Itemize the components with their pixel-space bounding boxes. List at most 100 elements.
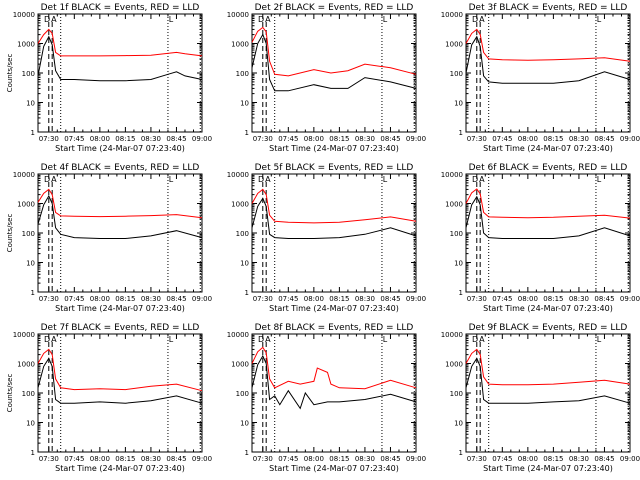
marker-letter-l: L [169, 15, 174, 24]
x-tick-label: 08:00 [90, 135, 110, 143]
y-tick-label: 1000 [445, 41, 463, 49]
chart-title: Det 3f BLACK = Events, RED = LLD [469, 3, 628, 13]
marker-letter-d: D [44, 175, 50, 184]
chart-title: Det 7f BLACK = Events, RED = LLD [41, 323, 200, 333]
x-tick-label: 08:45 [166, 295, 186, 303]
plot-frame [251, 173, 417, 293]
x-tick-label: 08:30 [569, 455, 589, 463]
x-tick-label: 09:00 [192, 455, 212, 463]
y-tick-label: 10 [240, 260, 249, 268]
x-tick-label: 08:30 [355, 455, 375, 463]
events-series-line [465, 35, 631, 84]
plot-frame [465, 13, 631, 133]
x-tick-label: 08:45 [594, 295, 614, 303]
x-tick-label: 07:45 [278, 455, 298, 463]
chart-title: Det 2f BLACK = Events, RED = LLD [255, 3, 414, 13]
x-tick-label: 07:30 [39, 455, 59, 463]
chart-panel-4: Det 4f BLACK = Events, RED = LLD 1 10 100 10… [6, 163, 212, 313]
x-tick-label: 08:45 [166, 455, 186, 463]
chart-panel-1: Det 1f BLACK = Events, RED = LLD 1 10 100 10… [6, 3, 212, 153]
x-tick-label: 08:30 [569, 295, 589, 303]
events-series-line [37, 357, 203, 404]
x-tick-label: 08:15 [329, 295, 349, 303]
y-tick-label: 100 [450, 390, 463, 398]
marker-letter-d: D [258, 175, 264, 184]
marker-letter-d: D [258, 335, 264, 344]
events-series-line [251, 354, 417, 410]
x-tick-label: 08:45 [166, 135, 186, 143]
x-tick-label: 08:45 [380, 135, 400, 143]
x-tick-label: 07:30 [253, 455, 273, 463]
x-tick-label: 08:00 [304, 295, 324, 303]
x-tick-label: 08:45 [594, 455, 614, 463]
y-tick-label: 1 [459, 129, 463, 137]
y-tick-label: 10000 [441, 11, 463, 19]
x-tick-label: 08:15 [115, 135, 135, 143]
x-tick-label: 08:30 [355, 295, 375, 303]
x-tick-label: 08:15 [543, 295, 563, 303]
y-tick-label: 100 [236, 70, 249, 78]
lld-series-line [37, 28, 203, 57]
marker-letter-l: L [597, 335, 602, 344]
y-tick-label: 1000 [231, 41, 249, 49]
x-tick-label: 07:30 [39, 135, 59, 143]
x-tick-label: 07:45 [64, 455, 84, 463]
events-series-line [37, 35, 203, 82]
y-tick-label: 10000 [227, 11, 249, 19]
marker-letter-a: A [479, 335, 485, 344]
events-series-line [465, 195, 631, 239]
y-tick-label: 100 [22, 70, 35, 78]
x-tick-label: 07:30 [467, 295, 487, 303]
marker-letter-a: A [51, 335, 57, 344]
chart-panel-8: Det 8f BLACK = Events, RED = LLD 1 10 100 10… [227, 323, 426, 473]
lld-series-line [251, 188, 417, 224]
x-tick-label: 07:45 [492, 295, 512, 303]
x-tick-label: 07:45 [492, 135, 512, 143]
x-tick-label: 08:00 [518, 295, 538, 303]
marker-letter-a: A [51, 175, 57, 184]
y-tick-label: 100 [450, 70, 463, 78]
x-tick-label: 08:45 [380, 295, 400, 303]
y-tick-label: 1000 [445, 361, 463, 369]
x-tick-label: 07:30 [467, 455, 487, 463]
marker-letter-l: L [169, 175, 174, 184]
y-tick-label: 1 [459, 289, 463, 297]
x-tick-label: 08:45 [380, 455, 400, 463]
y-tick-label: 1 [245, 289, 249, 297]
x-tick-label: 08:00 [90, 455, 110, 463]
x-tick-label: 09:00 [406, 135, 426, 143]
y-tick-label: 1000 [17, 361, 35, 369]
events-series-line [251, 197, 417, 239]
y-tick-label: 1000 [231, 201, 249, 209]
y-tick-label: 10 [454, 100, 463, 108]
x-tick-label: 09:00 [406, 295, 426, 303]
x-tick-label: 07:30 [253, 135, 273, 143]
y-tick-label: 1000 [231, 361, 249, 369]
x-axis-label: Start Time (24-Mar-07 07:23:40) [483, 144, 613, 153]
marker-letter-l: L [383, 335, 388, 344]
y-tick-label: 10 [454, 420, 463, 428]
x-tick-label: 08:15 [329, 135, 349, 143]
y-tick-label: 10 [26, 420, 35, 428]
y-axis-label: Counts/sec [6, 54, 14, 93]
y-tick-label: 1 [245, 129, 249, 137]
chart-title: Det 8f BLACK = Events, RED = LLD [255, 323, 414, 333]
y-tick-label: 1000 [445, 201, 463, 209]
marker-letter-d: D [44, 335, 50, 344]
marker-letter-d: D [472, 335, 478, 344]
y-tick-label: 100 [236, 230, 249, 238]
y-tick-label: 100 [22, 390, 35, 398]
chart-title: Det 5f BLACK = Events, RED = LLD [255, 163, 414, 173]
lld-series-line [251, 346, 417, 390]
y-tick-label: 1000 [17, 201, 35, 209]
x-axis-label: Start Time (24-Mar-07 07:23:40) [55, 464, 185, 473]
marker-letter-a: A [51, 15, 57, 24]
y-axis-label: Counts/sec [6, 374, 14, 413]
x-tick-label: 07:45 [64, 135, 84, 143]
y-axis-label: Counts/sec [6, 214, 14, 253]
x-tick-label: 07:45 [278, 135, 298, 143]
events-series-line [465, 357, 631, 404]
marker-letter-l: L [597, 175, 602, 184]
chart-title: Det 1f BLACK = Events, RED = LLD [41, 3, 200, 13]
chart-panel-5: Det 5f BLACK = Events, RED = LLD 1 10 100 10… [227, 163, 426, 313]
